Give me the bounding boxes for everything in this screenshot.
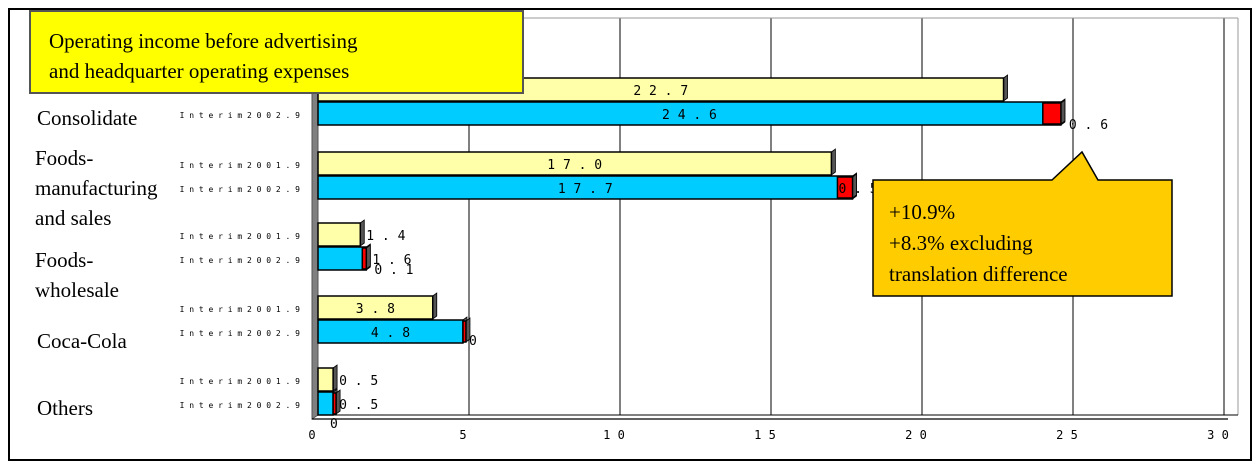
increase-segment-foods-wholesale: [361, 247, 368, 270]
x-tick-label: 3 0: [1207, 428, 1229, 442]
callout-line-3: translation difference: [889, 262, 1068, 286]
bar-2001-foods-wholesale: [317, 222, 362, 247]
increase-label: 0: [469, 334, 477, 349]
data-label-2002: 1 . 6: [372, 253, 411, 268]
data-label-2002: 2 4 . 6: [662, 108, 717, 123]
series-label-2002: I n t e r i m 2 0 0 2 . 9: [180, 111, 301, 120]
data-label-2002: 0 . 5: [339, 398, 378, 413]
series-label-2002: I n t e r i m 2 0 0 2 . 9: [180, 185, 301, 194]
increase-label: 0 . 1: [374, 263, 413, 278]
category-label-foods-wholesale: Foods- wholesale: [35, 245, 119, 305]
increase-segment-coca-cola: [462, 320, 467, 343]
chart-title-line-1: Operating income before advertising: [49, 29, 358, 53]
baseline-wall: [311, 71, 319, 420]
x-tick-label: 1 0: [603, 428, 625, 442]
category-label-line: wholesale: [35, 278, 119, 302]
category-label-line: Foods-: [35, 146, 94, 170]
callout-line-2: +8.3% excluding: [889, 231, 1033, 255]
x-tick-label: 1 5: [754, 428, 776, 442]
x-tick-label: 2 5: [1056, 428, 1078, 442]
increase-label: 0 . 6: [1069, 118, 1108, 133]
category-label-foods-manufacturing: Foods- manufacturing and sales: [35, 143, 157, 233]
category-label-consolidate: Consolidate: [37, 103, 137, 133]
series-label-2002: I n t e r i m 2 0 0 2 . 9: [180, 401, 301, 410]
series-label-2001: I n t e r i m 2 0 0 1 . 9: [180, 305, 301, 314]
data-label-2002: 4 . 8: [371, 326, 410, 341]
category-label-line: Foods-: [35, 248, 94, 272]
callout-text: +10.9% +8.3% excluding translation diffe…: [889, 197, 1068, 290]
series-label-2001: I n t e r i m 2 0 0 1 . 9: [180, 161, 301, 170]
series-label-2001: I n t e r i m 2 0 0 1 . 9: [180, 232, 301, 241]
increase-label: 0 . 5: [839, 182, 878, 197]
bar-2001-foods-mfg: [317, 151, 833, 176]
bar-2001-coca-cola: [317, 295, 434, 320]
series-label-2001: I n t e r i m 2 0 0 1 . 9: [180, 377, 301, 386]
category-label-coca-cola: Coca-Cola: [37, 326, 127, 356]
data-label-2001: 1 . 4: [366, 229, 405, 244]
x-tick-label: 5: [459, 428, 466, 442]
chart-title-line-2: and headquarter operating expenses: [49, 59, 350, 83]
category-label-line: Consolidate: [37, 106, 138, 130]
callout-line-1: +10.9%: [889, 200, 956, 224]
data-label-2002: 1 7 . 7: [558, 182, 613, 197]
increase-segment-consolidate: [1042, 102, 1062, 125]
series-label-2002: I n t e r i m 2 0 0 2 . 9: [180, 256, 301, 265]
data-label-2001: 2 2 . 7: [633, 84, 688, 99]
bar-2002-foods-wholesale: [317, 246, 368, 271]
category-label-line: Coca-Cola: [37, 329, 127, 353]
category-label-line: and sales: [35, 206, 112, 230]
increase-segment-others: [332, 392, 337, 415]
category-label-others: Others: [37, 393, 93, 423]
series-label-2002: I n t e r i m 2 0 0 2 . 9: [180, 329, 301, 338]
data-label-2001: 3 . 8: [356, 302, 395, 317]
chart-title: Operating income before advertising and …: [29, 10, 524, 94]
x-tick-label: 0: [308, 428, 315, 442]
bar-2002-others: [317, 391, 334, 416]
category-label-line: manufacturing: [35, 176, 158, 200]
increase-segment-foods-mfg: [836, 176, 854, 199]
x-tick-label: 2 0: [905, 428, 927, 442]
data-label-2001: 1 7 . 0: [547, 158, 602, 173]
increase-label: 0: [330, 417, 338, 432]
category-label-line: Others: [37, 396, 93, 420]
callout-bubble: [872, 150, 1173, 297]
data-label-2001: 0 . 5: [339, 374, 378, 389]
bar-2001-others: [317, 367, 334, 392]
